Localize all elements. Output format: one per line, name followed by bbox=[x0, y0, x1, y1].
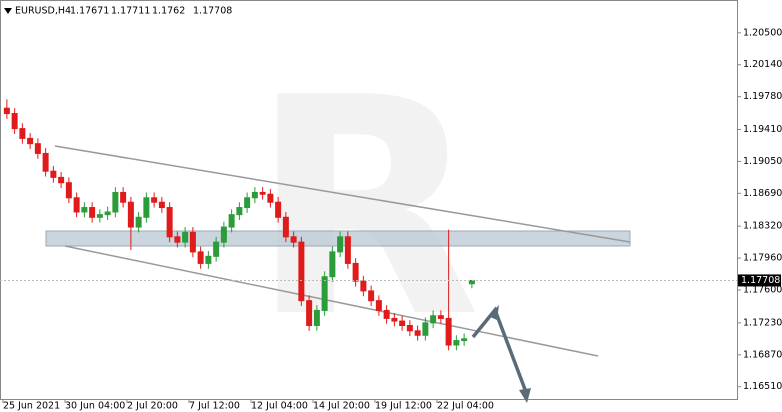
candle-body bbox=[135, 216, 142, 228]
candle-body bbox=[344, 236, 351, 264]
candle-body bbox=[166, 207, 173, 238]
candle-body bbox=[430, 315, 437, 324]
candle-body bbox=[329, 251, 336, 278]
last-price-label: 1.17708 bbox=[741, 275, 780, 286]
y-tick-label: 1.19410 bbox=[743, 124, 782, 135]
candle-body bbox=[42, 152, 49, 172]
candle-body bbox=[391, 317, 398, 322]
x-tick-label: 22 Jul 04:00 bbox=[437, 401, 494, 412]
candle-body bbox=[213, 241, 220, 257]
candle-body bbox=[282, 216, 289, 238]
candle-body bbox=[352, 262, 359, 282]
candle-body bbox=[81, 207, 88, 213]
candle-body bbox=[275, 201, 282, 218]
candle-body bbox=[306, 300, 313, 326]
candle-body bbox=[368, 290, 375, 302]
y-tick-label: 1.20500 bbox=[743, 27, 782, 38]
x-tick-label: 19 Jul 12:00 bbox=[375, 401, 432, 412]
candle-body bbox=[399, 320, 406, 326]
candle-body bbox=[120, 191, 127, 203]
candle-body bbox=[19, 128, 26, 139]
candle-body bbox=[73, 197, 80, 213]
candles bbox=[3, 99, 475, 351]
ohlc-high: 1.17711 bbox=[111, 6, 150, 17]
candle-body bbox=[50, 170, 57, 178]
y-tick-label: 1.17230 bbox=[743, 317, 782, 328]
y-tick-label: 1.17960 bbox=[743, 253, 782, 264]
channel-upper bbox=[54, 145, 631, 243]
candle-body bbox=[251, 191, 258, 199]
candle-body bbox=[337, 236, 344, 253]
candle-body bbox=[205, 255, 212, 264]
candle-body bbox=[414, 330, 421, 336]
arrow-head bbox=[519, 388, 531, 403]
candle-body bbox=[197, 251, 204, 264]
candle-body bbox=[468, 279, 475, 285]
candle-body bbox=[143, 197, 150, 218]
last-price-box bbox=[738, 274, 781, 287]
candle-body bbox=[313, 309, 320, 326]
candle-body bbox=[112, 191, 119, 213]
candle-body bbox=[104, 211, 111, 216]
candle-body bbox=[27, 137, 34, 145]
ohlc-low: 1.1762 bbox=[152, 6, 185, 17]
candle-body bbox=[11, 113, 18, 130]
y-tick-label: 1.16510 bbox=[743, 381, 782, 392]
candle-body bbox=[259, 191, 266, 195]
chart-title: EURUSD,H4 bbox=[15, 6, 71, 17]
candle-body bbox=[244, 197, 251, 209]
candle-body bbox=[189, 231, 196, 253]
candle-body bbox=[228, 214, 235, 228]
channel-lower bbox=[64, 245, 599, 357]
x-tick-label: 30 Jun 04:00 bbox=[65, 401, 125, 412]
x-tick-label: 12 Jul 04:00 bbox=[251, 401, 308, 412]
candle-body bbox=[158, 201, 165, 209]
candle-body bbox=[65, 182, 72, 199]
candle-body bbox=[406, 324, 413, 332]
candle-body bbox=[174, 236, 181, 243]
y-tick-label: 1.16870 bbox=[743, 349, 782, 360]
candle-body bbox=[236, 207, 243, 216]
ohlc-close: 1.17708 bbox=[193, 6, 232, 17]
candle-body bbox=[298, 241, 305, 302]
candle-body bbox=[461, 338, 468, 342]
arrow-head bbox=[488, 305, 499, 320]
candle-body bbox=[267, 193, 274, 203]
candle-body bbox=[58, 176, 65, 184]
ohlc-open: 1.17671 bbox=[70, 6, 109, 17]
y-tick-label: 1.17600 bbox=[743, 285, 782, 296]
candle-body bbox=[321, 276, 328, 311]
candle-body bbox=[290, 236, 297, 243]
x-tick-label: 2 Jul 20:00 bbox=[127, 401, 178, 412]
candle-body bbox=[445, 317, 452, 346]
x-tick-label: 14 Jul 20:00 bbox=[313, 401, 370, 412]
candle-body bbox=[360, 280, 367, 292]
candle-body bbox=[34, 143, 41, 154]
y-tick-label: 1.19050 bbox=[743, 156, 782, 167]
y-tick-label: 1.20140 bbox=[743, 59, 782, 70]
candle-body bbox=[422, 322, 429, 336]
watermark: R bbox=[250, 34, 481, 383]
candle-body bbox=[383, 309, 390, 319]
y-tick-label: 1.19780 bbox=[743, 91, 782, 102]
candle-body bbox=[127, 201, 134, 228]
candle-body bbox=[375, 300, 382, 311]
candle-body bbox=[3, 107, 10, 115]
y-tick-label: 1.18320 bbox=[743, 221, 782, 232]
candle-body bbox=[151, 197, 158, 203]
candle-body bbox=[96, 214, 103, 218]
candle-body bbox=[453, 340, 460, 346]
candle-body bbox=[437, 315, 444, 319]
candle-body bbox=[89, 207, 96, 218]
y-tick-label: 1.18690 bbox=[743, 188, 782, 199]
candle-body bbox=[182, 231, 189, 243]
menu-triangle bbox=[4, 8, 12, 14]
x-tick-label: 7 Jul 12:00 bbox=[189, 401, 240, 412]
x-tick-label: 25 Jun 2021 bbox=[3, 401, 60, 412]
candle-body bbox=[220, 226, 227, 243]
